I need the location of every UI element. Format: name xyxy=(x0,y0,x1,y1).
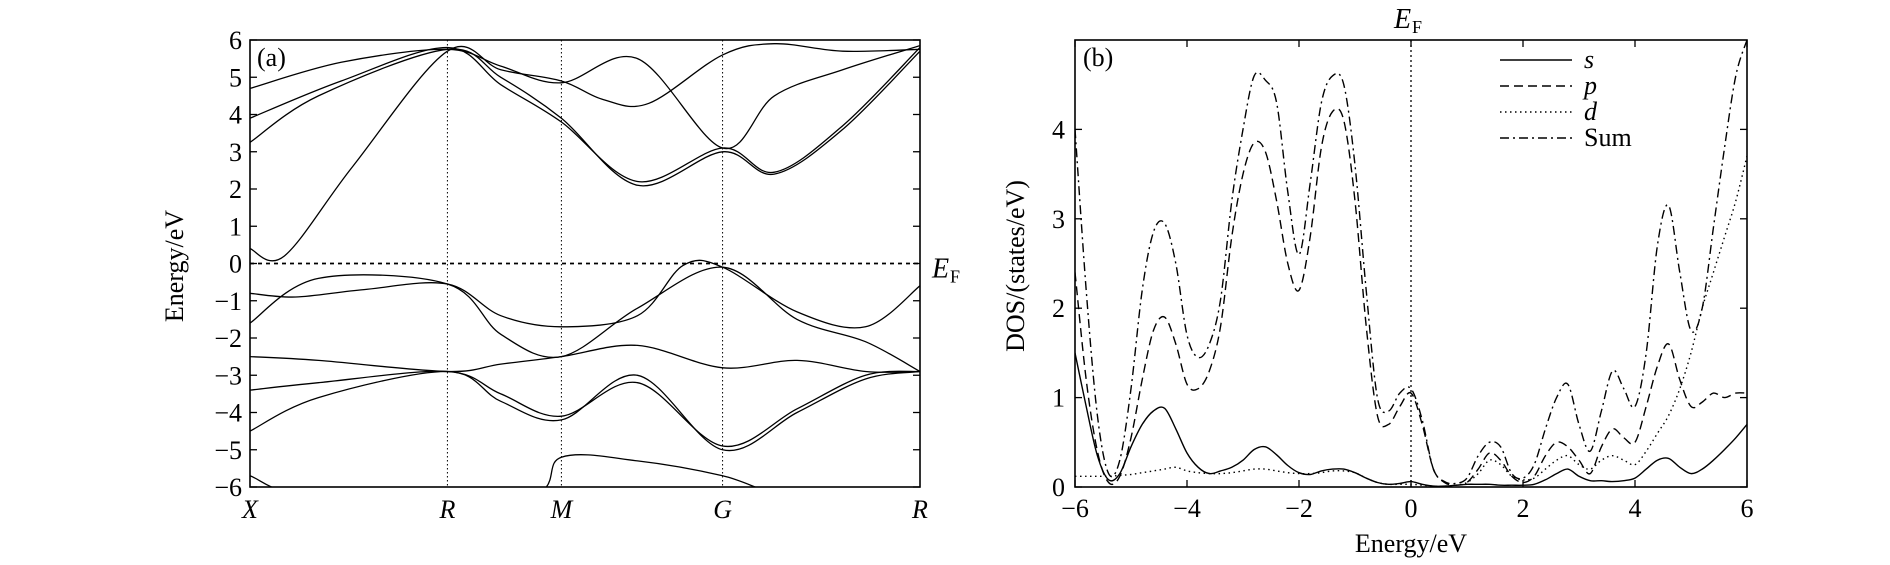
band-cb1 xyxy=(250,43,920,262)
y-tick-label-a: −5 xyxy=(214,436,242,465)
dos-line-Sum xyxy=(1075,40,1747,485)
band-vb3 xyxy=(250,344,920,373)
kpoint-label-R: R xyxy=(911,495,928,524)
band-vb2 xyxy=(250,266,920,373)
y-ticks-a: 6 5 4 3 2 1 0 −1 −2 −3 −4 −5 −6 xyxy=(214,26,920,502)
fermi-label-b-sub: F xyxy=(1412,17,1422,37)
band-cb3 xyxy=(250,46,920,183)
kpoint-guides xyxy=(446,40,724,487)
dos-panel: 0 1 2 3 4 −6 −4 −2 0 2 4 6 (b) DOS/(states/eV) Ene… xyxy=(1001,4,1754,558)
fermi-label-b: E F xyxy=(1393,4,1422,37)
y-tick-label-a: 4 xyxy=(229,101,242,130)
kpoint-label-X: X xyxy=(241,495,259,524)
x-tick-label-b: 2 xyxy=(1517,494,1530,523)
band-vb6 xyxy=(250,454,757,487)
y-tick-label-b: 0 xyxy=(1052,473,1065,502)
dos-line-p xyxy=(1075,107,1747,486)
y-tick-label-a: 3 xyxy=(229,138,242,167)
band-vb1 xyxy=(250,259,920,329)
y-tick-label-b: 1 xyxy=(1052,384,1065,413)
y-ticks-b: 0 1 2 3 4 xyxy=(1052,115,1747,502)
band-vb4 xyxy=(250,370,920,447)
band-cb4 xyxy=(250,44,920,150)
panel-label-a: (a) xyxy=(257,43,286,72)
y-axis-label-a: Energy/eV xyxy=(160,210,189,322)
x-tick-label-b: 4 xyxy=(1629,494,1642,523)
fermi-label-b-e: E xyxy=(1393,4,1411,35)
fermi-label-a-sub: F xyxy=(950,267,960,287)
y-tick-label-a: −1 xyxy=(214,287,242,316)
y-tick-label-b: 4 xyxy=(1052,115,1065,144)
x-tick-label-b: −4 xyxy=(1173,494,1201,523)
kpoint-label-M: M xyxy=(550,495,574,524)
fermi-label-a-e: E xyxy=(931,254,949,285)
x-tick-label-b: 0 xyxy=(1405,494,1418,523)
y-tick-label-a: 5 xyxy=(229,63,242,92)
x-axis-label-b: Energy/eV xyxy=(1355,529,1467,558)
legend-label-p: p xyxy=(1582,71,1597,100)
legend-label-Sum: Sum xyxy=(1584,123,1632,152)
plot-frame-b xyxy=(1074,39,1748,488)
y-tick-label-a: −6 xyxy=(214,473,242,502)
y-tick-label-b: 2 xyxy=(1052,294,1065,323)
band-cb2 xyxy=(250,48,920,187)
legend-label-s: s xyxy=(1584,45,1594,74)
y-tick-label-b: 3 xyxy=(1052,205,1065,234)
y-tick-label-a: −4 xyxy=(214,399,242,428)
x-tick-label-b: −6 xyxy=(1061,494,1089,523)
fermi-label-a: E F xyxy=(931,254,960,287)
band-vb5 xyxy=(250,370,920,452)
y-tick-label-a: 1 xyxy=(229,212,242,241)
y-tick-label-a: 6 xyxy=(229,26,242,55)
legend-label-d: d xyxy=(1584,97,1598,126)
y-tick-label-a: 2 xyxy=(229,175,242,204)
y-tick-label-a: −3 xyxy=(214,361,242,390)
x-tick-label-b: 6 xyxy=(1741,494,1754,523)
y-tick-label-a: 0 xyxy=(229,250,242,279)
kpoint-label-G: G xyxy=(713,495,732,524)
kpoint-label-R: R xyxy=(438,495,455,524)
y-axis-label-b: DOS/(states/eV) xyxy=(1001,180,1030,352)
x-tick-label-b: −2 xyxy=(1285,494,1313,523)
y-tick-label-a: −2 xyxy=(214,324,242,353)
x-ticks-b: −6 −4 −2 0 2 4 6 xyxy=(1061,40,1754,523)
band-lines xyxy=(250,43,920,487)
panel-label-b: (b) xyxy=(1083,43,1113,72)
